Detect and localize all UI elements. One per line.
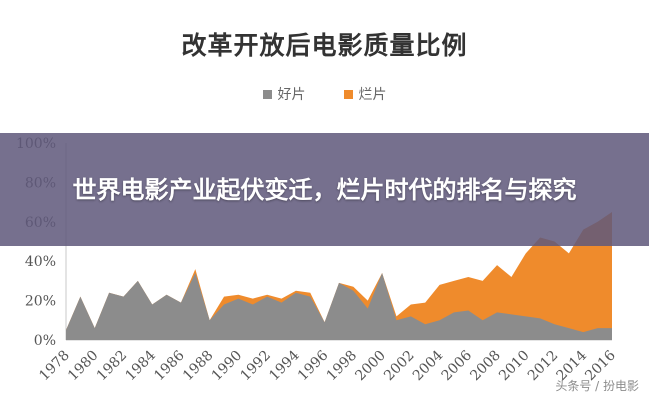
legend-swatch-bad	[343, 89, 353, 99]
y-tick-label: 0%	[34, 333, 56, 349]
legend-item-good: 好片	[262, 84, 306, 104]
x-tick-label: 2010	[496, 348, 533, 385]
x-tick-label: 1992	[237, 348, 274, 385]
x-tick-label: 1994	[266, 347, 303, 384]
x-tick-label: 1982	[94, 348, 131, 385]
legend-item-bad: 烂片	[343, 84, 387, 104]
x-tick-label: 1978	[36, 348, 73, 385]
x-tick-label: 1990	[209, 348, 246, 385]
chart-title: 改革开放后电影质量比例	[181, 31, 468, 60]
x-tick-label: 1986	[151, 347, 188, 384]
series-area-good	[66, 273, 612, 340]
legend-label-good: 好片	[277, 87, 306, 103]
x-tick-label: 1980	[65, 348, 102, 385]
x-tick-label: 1996	[295, 347, 332, 384]
x-tick-label: 2004	[410, 347, 447, 384]
y-tick-label: 20%	[25, 294, 56, 310]
headline-text[interactable]: 世界电影产业起伏变迁，烂片时代的排名与探究	[72, 175, 577, 204]
legend-swatch-good	[262, 89, 272, 99]
x-tick-label: 2006	[439, 347, 476, 384]
x-tick-label: 2000	[352, 348, 389, 385]
headline-banner[interactable]: 世界电影产业起伏变迁，烂片时代的排名与探究	[0, 133, 649, 246]
x-tick-label: 1998	[324, 348, 361, 385]
y-tick-label: 40%	[25, 254, 56, 270]
x-tick-label: 2002	[381, 348, 418, 385]
chart-legend: 好片 烂片	[0, 84, 649, 104]
legend-label-bad: 烂片	[358, 87, 387, 103]
watermark-text: 头条号 / 扮电影	[555, 379, 639, 393]
x-tick-label: 1984	[123, 347, 160, 384]
x-tick-label: 2008	[467, 348, 504, 385]
x-tick-label: 1988	[180, 348, 217, 385]
